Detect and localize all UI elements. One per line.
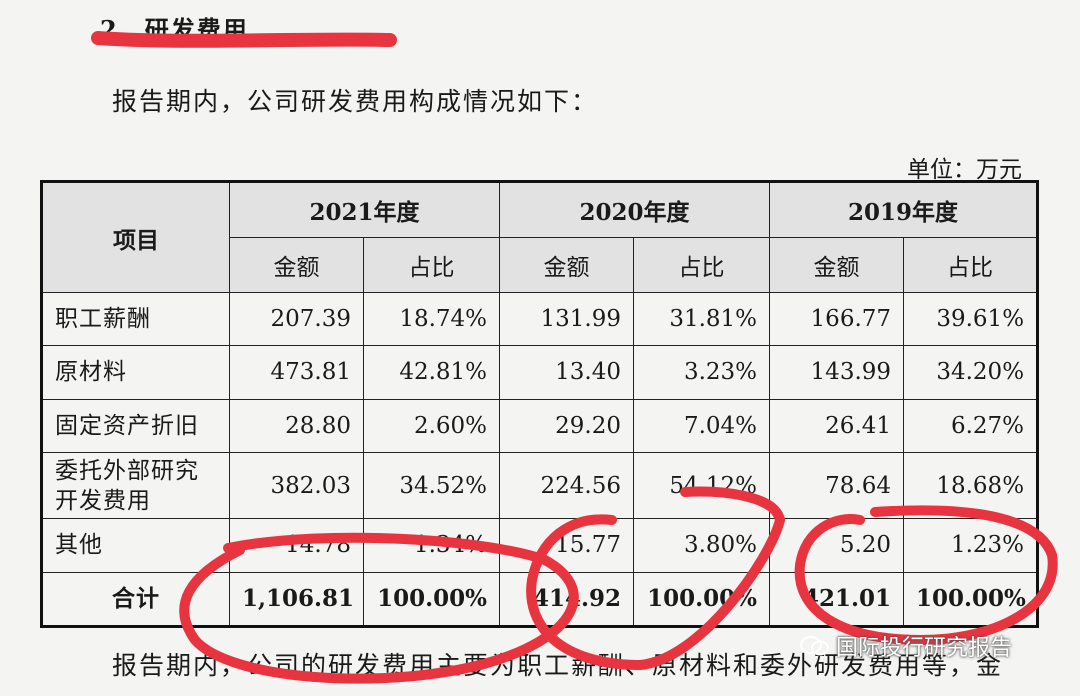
cell: 7.04%	[633, 398, 771, 453]
cell: 3.80%	[633, 518, 771, 573]
section-heading: 2、研发费用	[100, 15, 249, 44]
cell: 34.20%	[903, 345, 1039, 400]
amount-header: 金额	[769, 237, 905, 293]
cell: 143.99	[769, 345, 905, 400]
ratio-header: 占比	[903, 237, 1039, 293]
cell: 28.80	[229, 398, 364, 453]
cell: 3.23%	[633, 345, 771, 400]
ratio-header: 占比	[633, 237, 771, 293]
watermark-text: 国际投行研究报告	[836, 636, 1013, 661]
year-header: 2019年度	[769, 181, 1039, 238]
cell: 166.77	[769, 291, 905, 347]
cell: 14.78	[229, 518, 364, 573]
intro-text: 报告期内，公司研发费用构成情况如下：	[112, 87, 599, 116]
watermark: 国际投行研究报告	[800, 630, 1012, 662]
row-label: 固定资产折旧	[41, 398, 230, 453]
cell: 18.68%	[903, 451, 1039, 520]
cell: 1.34%	[362, 518, 501, 573]
row-label: 委托外部研究开发费用	[41, 451, 230, 520]
rd-expense-table: 项目 2021年度 2020年度 2019年度 金额 占比 金额 占比 金额 占…	[40, 180, 1040, 628]
row-label: 职工薪酬	[41, 291, 230, 347]
table-row: 其他 14.78 1.34% 15.77 3.80% 5.20 1.23%	[41, 518, 1039, 573]
total-cell: 421.01	[769, 571, 905, 628]
total-cell: 100.00%	[362, 571, 501, 628]
cell: 382.03	[229, 451, 364, 520]
amount-header: 金额	[499, 237, 635, 293]
cell: 39.61%	[903, 291, 1039, 347]
cell: 78.64	[769, 451, 905, 520]
total-cell: 100.00%	[633, 571, 771, 628]
cell: 6.27%	[903, 398, 1039, 453]
cell: 29.20	[499, 398, 635, 453]
cell: 13.40	[499, 345, 635, 400]
unit-label: 单位：万元	[907, 157, 1022, 183]
total-row: 合计 1,106.81 100.00% 414.92 100.00% 421.0…	[41, 571, 1039, 628]
total-cell: 414.92	[499, 571, 635, 628]
year-header: 2020年度	[499, 181, 771, 238]
cell: 1.23%	[903, 518, 1039, 573]
table-row: 职工薪酬 207.39 18.74% 131.99 31.81% 166.77 …	[41, 291, 1039, 347]
row-label: 其他	[41, 518, 230, 573]
total-cell: 100.00%	[903, 571, 1039, 628]
item-header: 项目	[41, 181, 230, 293]
cell: 5.20	[769, 518, 905, 573]
ratio-header: 占比	[362, 237, 501, 293]
table-row: 固定资产折旧 28.80 2.60% 29.20 7.04% 26.41 6.2…	[41, 398, 1039, 453]
cell: 26.41	[769, 398, 905, 453]
total-label: 合计	[41, 571, 230, 628]
cell: 42.81%	[362, 345, 501, 400]
cell: 2.60%	[362, 398, 501, 453]
amount-header: 金额	[229, 237, 364, 293]
chat-bubble-icon	[800, 636, 829, 656]
total-cell: 1,106.81	[229, 571, 364, 628]
cell: 54.12%	[633, 451, 771, 520]
table-row: 原材料 473.81 42.81% 13.40 3.23% 143.99 34.…	[41, 345, 1039, 400]
cell: 224.56	[499, 451, 635, 520]
row-label: 原材料	[41, 345, 230, 400]
cell: 18.74%	[362, 291, 501, 347]
cell: 473.81	[229, 345, 364, 400]
cell: 34.52%	[362, 451, 501, 520]
table-row: 委托外部研究开发费用 382.03 34.52% 224.56 54.12% 7…	[41, 451, 1039, 520]
cell: 31.81%	[633, 291, 771, 347]
year-header: 2021年度	[228, 181, 501, 238]
cell: 15.77	[499, 518, 635, 573]
cell: 207.39	[229, 291, 364, 347]
cell: 131.99	[499, 291, 635, 347]
